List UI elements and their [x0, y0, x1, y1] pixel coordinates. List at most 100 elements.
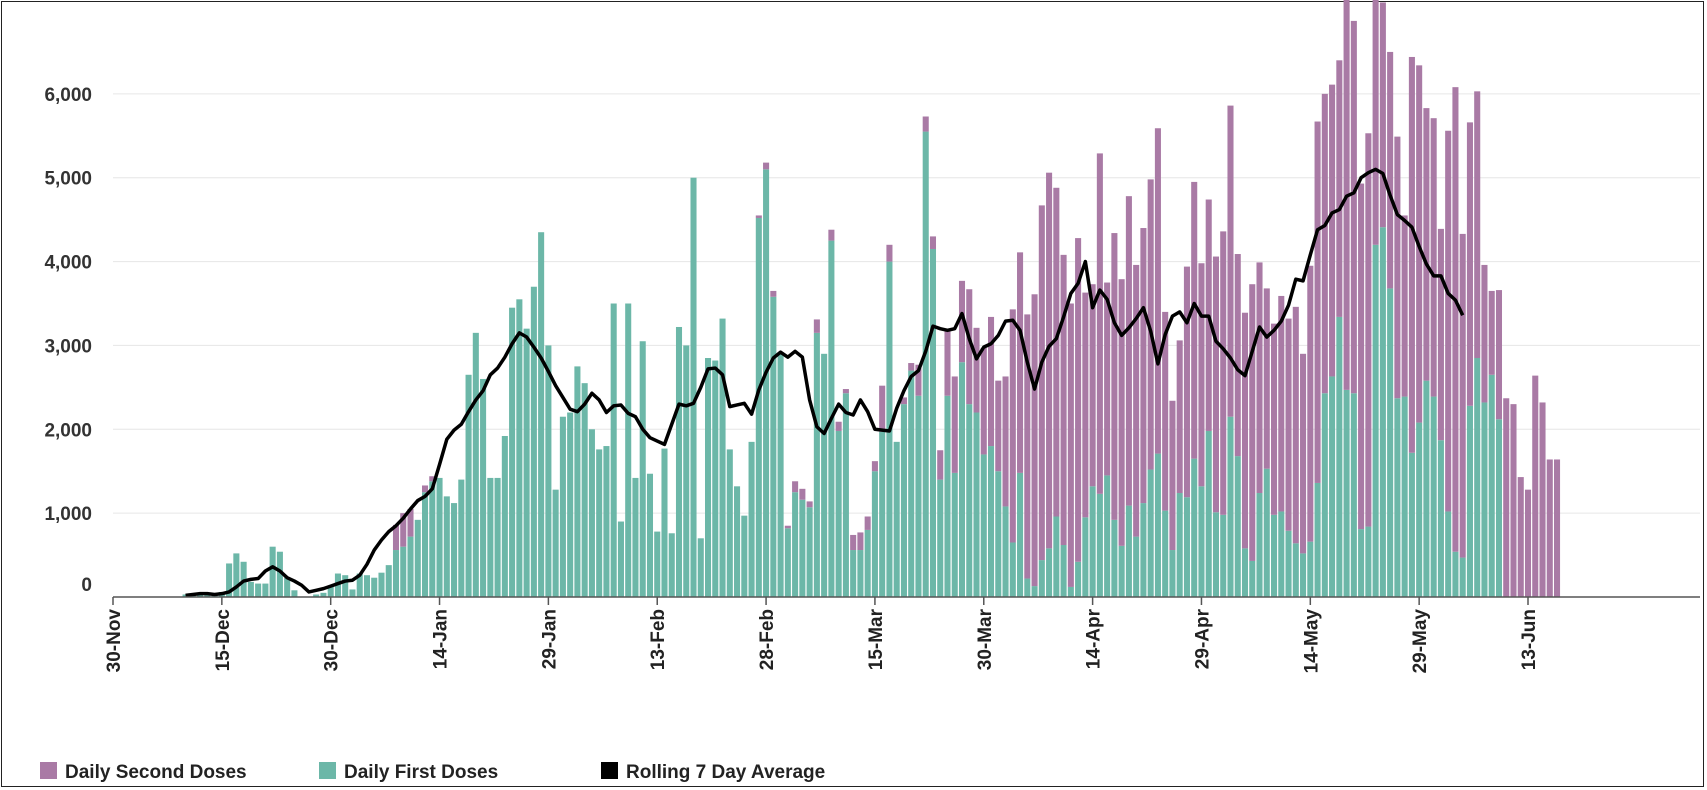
- bar-first-dose: [1024, 578, 1031, 597]
- bar-second-dose: [1488, 290, 1495, 375]
- bar-first-dose: [1191, 458, 1198, 597]
- bar-first-dose: [1401, 396, 1408, 597]
- legend-swatch-first-doses: [319, 762, 336, 779]
- bar-second-dose: [1394, 136, 1401, 399]
- bar-second-dose: [988, 316, 995, 447]
- bar-second-dose: [828, 229, 835, 241]
- bar-first-dose: [487, 477, 494, 597]
- bar-second-dose: [1191, 181, 1198, 459]
- bar-second-dose: [1474, 91, 1481, 359]
- bar-first-dose: [1285, 530, 1292, 597]
- bar-second-dose: [857, 532, 864, 551]
- bar-first-dose: [668, 533, 675, 597]
- bar-first-dose: [763, 169, 770, 597]
- bar-second-dose: [1292, 306, 1299, 544]
- x-tick-label: 29-May: [1410, 609, 1431, 674]
- bar-first-dose: [356, 573, 363, 597]
- bar-second-dose: [1133, 264, 1140, 537]
- bar-second-dose: [871, 461, 878, 472]
- bar-first-dose: [1365, 526, 1372, 597]
- bar-first-dose: [458, 479, 465, 597]
- bar-second-dose: [1154, 128, 1161, 454]
- bar-first-dose: [777, 353, 784, 597]
- bar-first-dose: [247, 581, 254, 597]
- bar-first-dose: [922, 131, 929, 597]
- bar-second-dose: [1336, 60, 1343, 317]
- bar-first-dose: [1075, 561, 1082, 597]
- bar-first-dose: [675, 326, 683, 597]
- bar-second-dose: [1271, 323, 1278, 515]
- bar-first-dose: [697, 538, 704, 597]
- bar-second-dose: [1532, 375, 1539, 597]
- bar-second-dose: [1387, 51, 1394, 289]
- bar-second-dose: [995, 380, 1002, 472]
- bar-first-dose: [1140, 503, 1147, 597]
- bar-second-dose: [1524, 489, 1532, 597]
- bar-first-dose: [1046, 548, 1053, 597]
- y-tick-label: 6,000: [44, 85, 92, 106]
- bar-second-dose: [1082, 292, 1089, 518]
- bar-first-dose: [378, 572, 385, 597]
- bar-first-dose: [1169, 550, 1176, 597]
- bar-first-dose: [646, 473, 654, 597]
- bar-second-dose: [1212, 256, 1220, 513]
- bar-second-dose: [1459, 233, 1466, 558]
- x-axis-ticks: 30-Nov 15-Dec 30-Dec 14-Jan 29-Jan 13-Feb 28-F…: [104, 597, 1540, 673]
- bar-first-dose: [559, 416, 566, 597]
- bar-first-dose: [806, 507, 813, 597]
- x-tick-label: 15-Dec: [213, 609, 234, 672]
- bar-first-dose: [1241, 548, 1249, 597]
- bar-first-dose: [276, 551, 283, 597]
- bar-first-dose: [1111, 519, 1118, 597]
- bar-first-dose: [1408, 452, 1415, 597]
- bar-first-dose: [523, 328, 530, 597]
- bar-first-dose: [734, 486, 741, 597]
- bar-first-dose: [770, 296, 777, 597]
- bar-second-dose: [1278, 295, 1285, 512]
- bar-first-dose: [407, 536, 414, 597]
- bar-second-dose: [1234, 254, 1241, 457]
- bar-second-dose: [908, 363, 915, 371]
- bar-first-dose: [501, 435, 508, 597]
- bar-first-dose: [494, 477, 501, 597]
- bar-second-dose: [1060, 254, 1067, 546]
- bar-first-dose: [436, 477, 443, 597]
- bar-second-dose: [755, 215, 762, 218]
- bar-second-dose: [1321, 93, 1328, 394]
- bar-first-dose: [835, 430, 842, 597]
- bar-first-dose: [661, 448, 668, 597]
- legend: Daily Second Doses Daily First Doses Rol…: [40, 762, 825, 783]
- bar-first-dose: [1263, 468, 1270, 597]
- bar-first-dose: [980, 454, 987, 597]
- legend-swatch-rolling-average: [601, 762, 618, 779]
- bar-first-dose: [879, 431, 886, 597]
- bar-second-dose: [1046, 172, 1053, 549]
- bar-first-dose: [748, 441, 755, 597]
- bar-second-dose: [1104, 282, 1111, 476]
- bar-second-dose: [1358, 183, 1365, 530]
- bar-second-dose: [1350, 20, 1357, 394]
- bar-second-dose: [1495, 290, 1503, 420]
- bar-second-dose: [1510, 404, 1517, 597]
- bar-first-dose: [900, 404, 907, 597]
- bar-first-dose: [1430, 396, 1437, 597]
- legend-item-second-doses: Daily Second Doses: [40, 762, 247, 783]
- bar-second-dose: [1546, 459, 1553, 597]
- bar-second-dose: [1038, 205, 1045, 561]
- x-tick-label: 13-Jun: [1519, 609, 1540, 670]
- bar-first-dose: [538, 232, 545, 597]
- bar-first-dose: [480, 378, 487, 597]
- bar-first-dose: [465, 374, 472, 597]
- bar-first-dose: [429, 481, 436, 597]
- bar-first-dose: [1481, 402, 1488, 597]
- bar-second-dose: [784, 525, 791, 529]
- bar-first-dose: [269, 546, 276, 597]
- bar-first-dose: [1488, 374, 1495, 597]
- bar-second-dose: [879, 385, 886, 432]
- rolling-average-line: [185, 167, 1465, 598]
- bar-first-dose: [320, 592, 327, 597]
- bar-first-dose: [1256, 493, 1263, 597]
- bar-first-dose: [1292, 543, 1299, 597]
- bar-second-dose: [1466, 122, 1473, 406]
